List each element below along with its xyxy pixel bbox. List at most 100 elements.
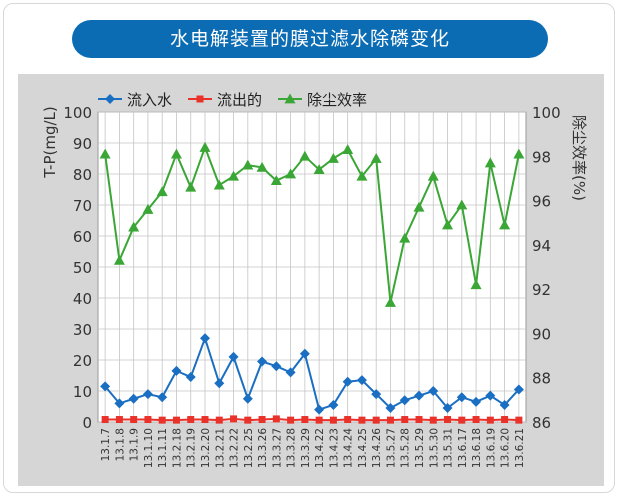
data-point bbox=[256, 161, 268, 172]
y-tick-label-left: 50 bbox=[73, 259, 92, 277]
data-point bbox=[185, 181, 197, 192]
legend-item: 除尘效率 bbox=[278, 91, 367, 109]
x-tick-label: 13.1.10 bbox=[143, 428, 155, 468]
series-line bbox=[104, 144, 520, 303]
x-tick-label: 13.3.27 bbox=[271, 428, 283, 468]
data-point bbox=[187, 416, 195, 424]
x-tick-label: 13.2.25 bbox=[243, 428, 255, 468]
legend-item: 流出的 bbox=[188, 91, 262, 109]
data-point bbox=[287, 416, 295, 424]
data-point bbox=[114, 398, 125, 409]
x-tick-label: 13.4.26 bbox=[371, 428, 383, 468]
right-axis-ticks: 86 88 90 92 94 96 98 100 bbox=[532, 104, 561, 432]
x-tick-label: 13.1.7 bbox=[100, 428, 112, 461]
data-point bbox=[429, 416, 437, 424]
x-tick-label: 13.4.24 bbox=[343, 428, 355, 468]
x-tick-label: 13.3.26 bbox=[257, 428, 269, 468]
data-point bbox=[156, 186, 168, 197]
x-tick-label: 13.2.22 bbox=[229, 428, 241, 468]
data-point bbox=[414, 390, 424, 401]
data-point bbox=[201, 416, 209, 424]
data-point bbox=[230, 415, 238, 423]
x-tick-label: 13.2.18 bbox=[171, 428, 183, 468]
data-point bbox=[428, 386, 439, 396]
data-point bbox=[100, 381, 111, 392]
x-tick-label: 13.5.29 bbox=[414, 428, 426, 468]
data-point bbox=[499, 399, 510, 410]
y-tick-label-left: 100 bbox=[63, 104, 92, 122]
y-tick-label-left: 0 bbox=[82, 414, 92, 432]
data-point bbox=[242, 393, 253, 404]
data-point bbox=[472, 416, 480, 424]
data-point bbox=[328, 399, 339, 410]
data-point bbox=[144, 416, 152, 424]
x-tick-label: 13.5.28 bbox=[400, 428, 412, 468]
y-tick-label-right: 98 bbox=[532, 148, 551, 166]
data-point bbox=[113, 254, 125, 265]
legend-item: 流入水 bbox=[98, 91, 172, 109]
data-point bbox=[272, 415, 280, 423]
data-point bbox=[485, 390, 496, 401]
data-point bbox=[342, 376, 353, 387]
data-point bbox=[344, 416, 352, 424]
y-tick-label-right: 96 bbox=[532, 193, 551, 211]
x-tick-label: 13.4.22 bbox=[314, 428, 326, 468]
y-tick-label-left: 60 bbox=[73, 228, 92, 246]
data-point bbox=[442, 219, 454, 230]
data-point bbox=[228, 351, 239, 362]
data-point bbox=[170, 148, 182, 159]
data-point bbox=[313, 164, 325, 174]
data-point bbox=[399, 232, 411, 243]
data-point bbox=[342, 144, 354, 155]
data-point bbox=[358, 416, 366, 424]
y-tick-label-left: 90 bbox=[73, 135, 92, 153]
y-tick-label-right: 88 bbox=[532, 370, 551, 388]
data-point bbox=[456, 392, 467, 403]
x-tick-label: 13.1.11 bbox=[157, 428, 169, 468]
data-point bbox=[442, 403, 453, 414]
y-tick-label-right: 90 bbox=[532, 325, 551, 343]
data-point bbox=[157, 392, 168, 403]
x-tick-label: 13.4.25 bbox=[357, 428, 369, 468]
data-point bbox=[427, 170, 439, 181]
series-layer bbox=[99, 141, 525, 424]
x-tick-label: 13.5.27 bbox=[385, 428, 397, 468]
data-point bbox=[470, 279, 482, 290]
data-point bbox=[484, 157, 496, 168]
data-point bbox=[285, 367, 296, 378]
data-point bbox=[130, 416, 138, 424]
data-point bbox=[444, 416, 452, 424]
series-0 bbox=[100, 333, 524, 415]
data-point bbox=[399, 395, 410, 406]
data-point bbox=[371, 389, 382, 400]
x-tick-label: 13.2.20 bbox=[200, 428, 212, 468]
data-point bbox=[386, 416, 394, 424]
legend-label: 流入水 bbox=[127, 91, 172, 109]
data-point bbox=[142, 203, 154, 214]
data-point bbox=[258, 416, 266, 424]
data-point bbox=[385, 403, 396, 414]
data-point bbox=[329, 416, 337, 424]
y-tick-label-left: 80 bbox=[73, 166, 92, 184]
legend-marker bbox=[196, 95, 204, 103]
data-point bbox=[299, 150, 311, 161]
x-axis-ticks: 13.1.7 13.1.8 13.1.9 13.1.10 13.1.11 13.2.18 1… bbox=[100, 428, 526, 468]
y-tick-label-left: 20 bbox=[73, 352, 92, 370]
data-point bbox=[228, 170, 240, 181]
data-point bbox=[271, 361, 282, 372]
data-point bbox=[200, 333, 210, 344]
data-point bbox=[301, 416, 309, 424]
chart-legend: 流入水 流出的 除尘效率 bbox=[98, 91, 367, 109]
x-tick-label: 13.5.31 bbox=[443, 428, 455, 468]
data-point bbox=[185, 372, 196, 383]
data-point bbox=[401, 416, 409, 424]
y-tick-label-right: 86 bbox=[532, 414, 551, 432]
legend-marker bbox=[284, 93, 296, 104]
y-tick-label-left: 10 bbox=[73, 383, 92, 401]
y-tick-label-right: 94 bbox=[532, 237, 551, 255]
data-point bbox=[327, 153, 339, 163]
data-point bbox=[314, 404, 325, 415]
data-point bbox=[372, 416, 380, 424]
data-point bbox=[413, 201, 425, 212]
data-point bbox=[270, 175, 282, 186]
